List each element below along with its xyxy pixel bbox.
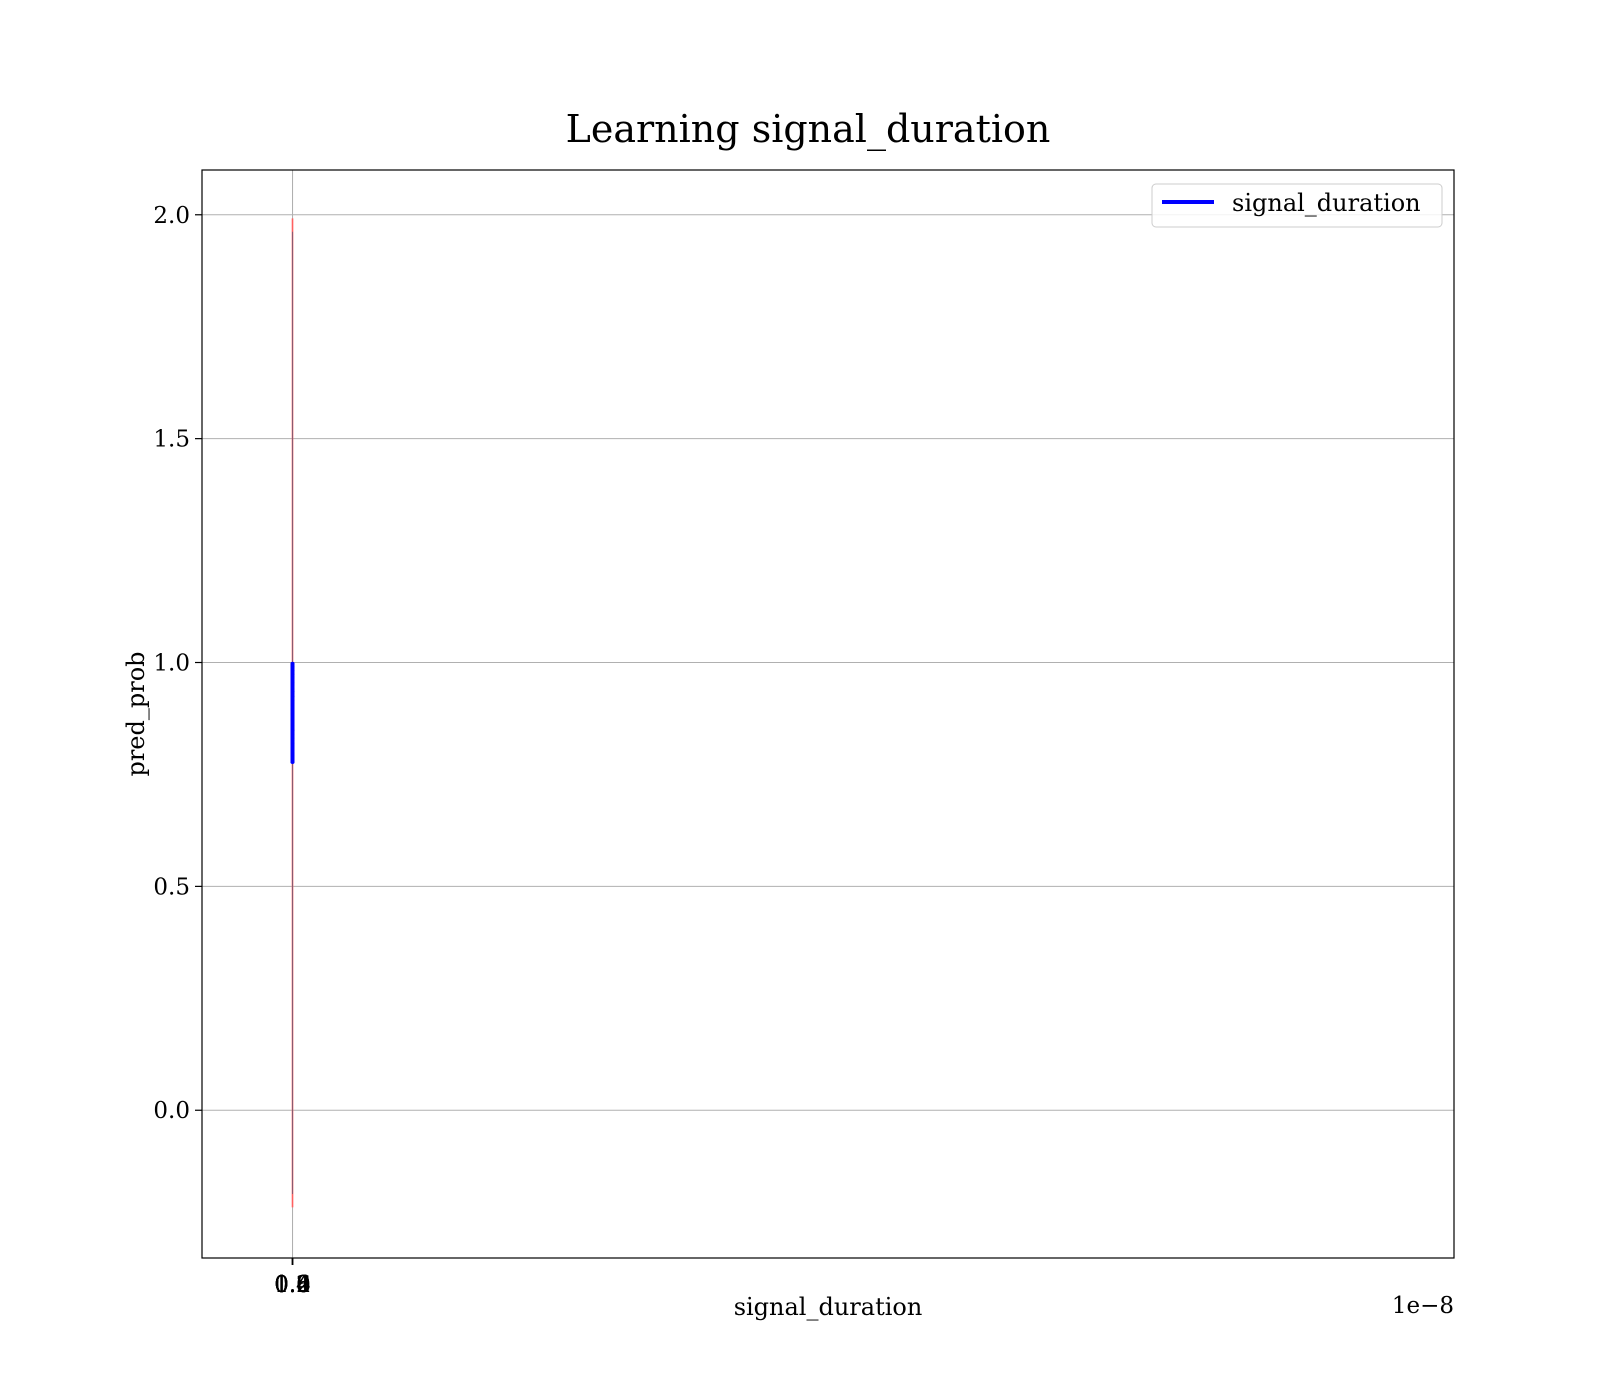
y-axis-label: pred_prob xyxy=(122,651,150,776)
x-tick-label: 1.2 xyxy=(274,1272,311,1298)
data-point xyxy=(290,698,295,703)
legend-box xyxy=(1151,183,1443,228)
plot-frame xyxy=(201,169,1455,1259)
data-point xyxy=(290,707,295,712)
data-point xyxy=(290,759,295,764)
x-tick-label: 0.0 xyxy=(274,1272,311,1298)
x-tick-label: 1.4 xyxy=(274,1272,311,1298)
data-point xyxy=(290,728,295,733)
x-tick-label: 0.2 xyxy=(274,1272,311,1298)
data-point xyxy=(290,753,295,758)
chart-title: Learning signal_duration xyxy=(566,107,1051,152)
x-tick-label: 0.4 xyxy=(274,1272,311,1298)
data-point xyxy=(290,717,295,722)
data-point xyxy=(290,732,295,737)
data-point xyxy=(290,695,295,700)
data-point xyxy=(290,677,295,682)
data-point xyxy=(290,712,295,716)
x-offset-label: 1e−8 xyxy=(1392,1293,1454,1319)
axis-ticks: 0.00.20.40.60.81.01.21.40.00.51.01.52.0 xyxy=(153,203,310,1298)
data-point xyxy=(290,703,295,708)
y-tick-label: 2.0 xyxy=(153,203,190,229)
x-tick-label: 0.6 xyxy=(274,1272,311,1298)
data-point xyxy=(290,723,295,728)
y-tick-label: 0.0 xyxy=(153,1098,190,1124)
x-axis-label: signal_duration xyxy=(734,1293,923,1321)
legend-label-signal-duration: signal_duration xyxy=(1232,189,1421,217)
data-point xyxy=(290,682,295,687)
y-tick-label: 0.5 xyxy=(153,874,190,900)
plot-area xyxy=(202,170,1454,1258)
y-tick-label: 1.5 xyxy=(153,427,190,453)
data-point xyxy=(290,689,295,694)
x-tick-label: 1.0 xyxy=(274,1272,311,1298)
x-tick-label: 0.8 xyxy=(274,1272,311,1298)
legend: signal_duration xyxy=(1151,183,1443,228)
data-point xyxy=(290,740,295,745)
data-point xyxy=(290,750,295,755)
y-tick-label: 1.0 xyxy=(153,651,190,677)
